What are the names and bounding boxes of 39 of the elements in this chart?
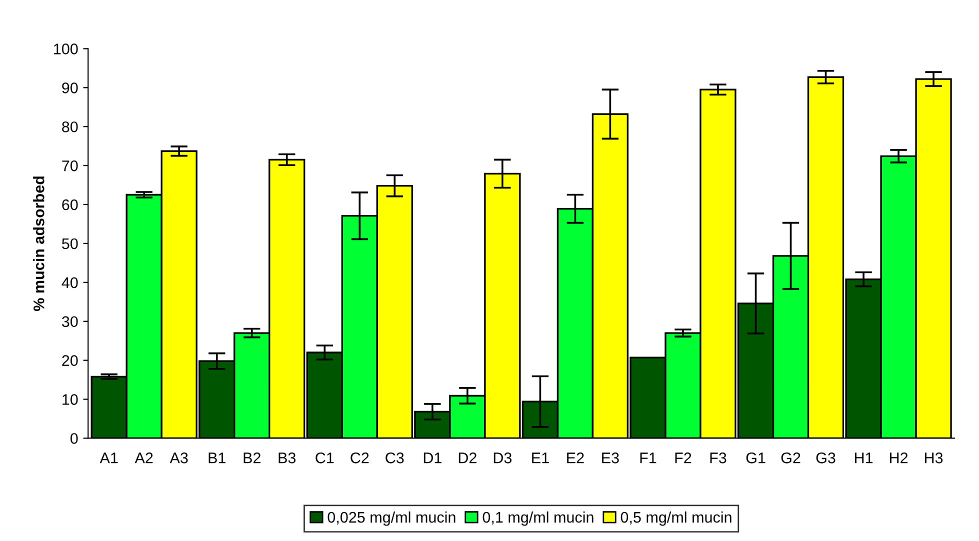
- x-tick-label: E1: [532, 452, 549, 464]
- y-tick-label: 50: [62, 238, 78, 250]
- y-tick-label: 70: [62, 160, 78, 172]
- y-tick-label: 100: [54, 44, 78, 54]
- y-tick-label: 60: [62, 199, 78, 210]
- x-tick-label: C2: [350, 452, 369, 464]
- x-tick-label: E2: [567, 452, 584, 464]
- y-tick-label: 20: [62, 355, 78, 366]
- x-tick-label: E3: [602, 452, 619, 464]
- x-tick-label: C1: [316, 452, 334, 464]
- x-tick-label: G2: [781, 452, 800, 464]
- x-tick-label: H2: [890, 452, 908, 464]
- x-tick-label: A1: [100, 452, 118, 464]
- x-tick-label: F3: [710, 452, 726, 464]
- y-tick-label: 90: [62, 82, 78, 94]
- x-tick-label: D1: [424, 452, 442, 464]
- x-tick-label: A2: [134, 452, 153, 464]
- y-tick-label: 30: [62, 316, 78, 328]
- x-tick-label: C3: [386, 452, 404, 464]
- legend-label: 0,5 mg/ml mucin: [620, 511, 732, 526]
- x-tick-label: G3: [816, 452, 836, 464]
- y-tick-label: 40: [62, 277, 78, 288]
- x-tick-label: B2: [244, 452, 260, 464]
- x-tick-label: G1: [746, 452, 766, 464]
- legend-label: 0,1 mg/ml mucin: [482, 511, 594, 526]
- x-tick-label: H3: [925, 452, 943, 464]
- x-tick-label: B3: [278, 452, 296, 464]
- y-tick-label: 10: [62, 394, 78, 405]
- y-tick-label: 0: [70, 433, 78, 444]
- x-tick-label: D2: [458, 452, 476, 464]
- x-tick-label: H1: [855, 452, 873, 464]
- x-tick-label: F1: [640, 452, 656, 464]
- x-tick-label: F2: [675, 452, 692, 464]
- x-tick-label: D3: [494, 452, 512, 464]
- legend-label: 0,025 mg/ml mucin: [328, 511, 456, 526]
- x-tick-label: B1: [208, 452, 226, 464]
- y-tick-label: 80: [62, 121, 78, 132]
- y-axis-title: % mucin adsorbed: [33, 176, 44, 311]
- x-tick-label: A3: [170, 452, 188, 464]
